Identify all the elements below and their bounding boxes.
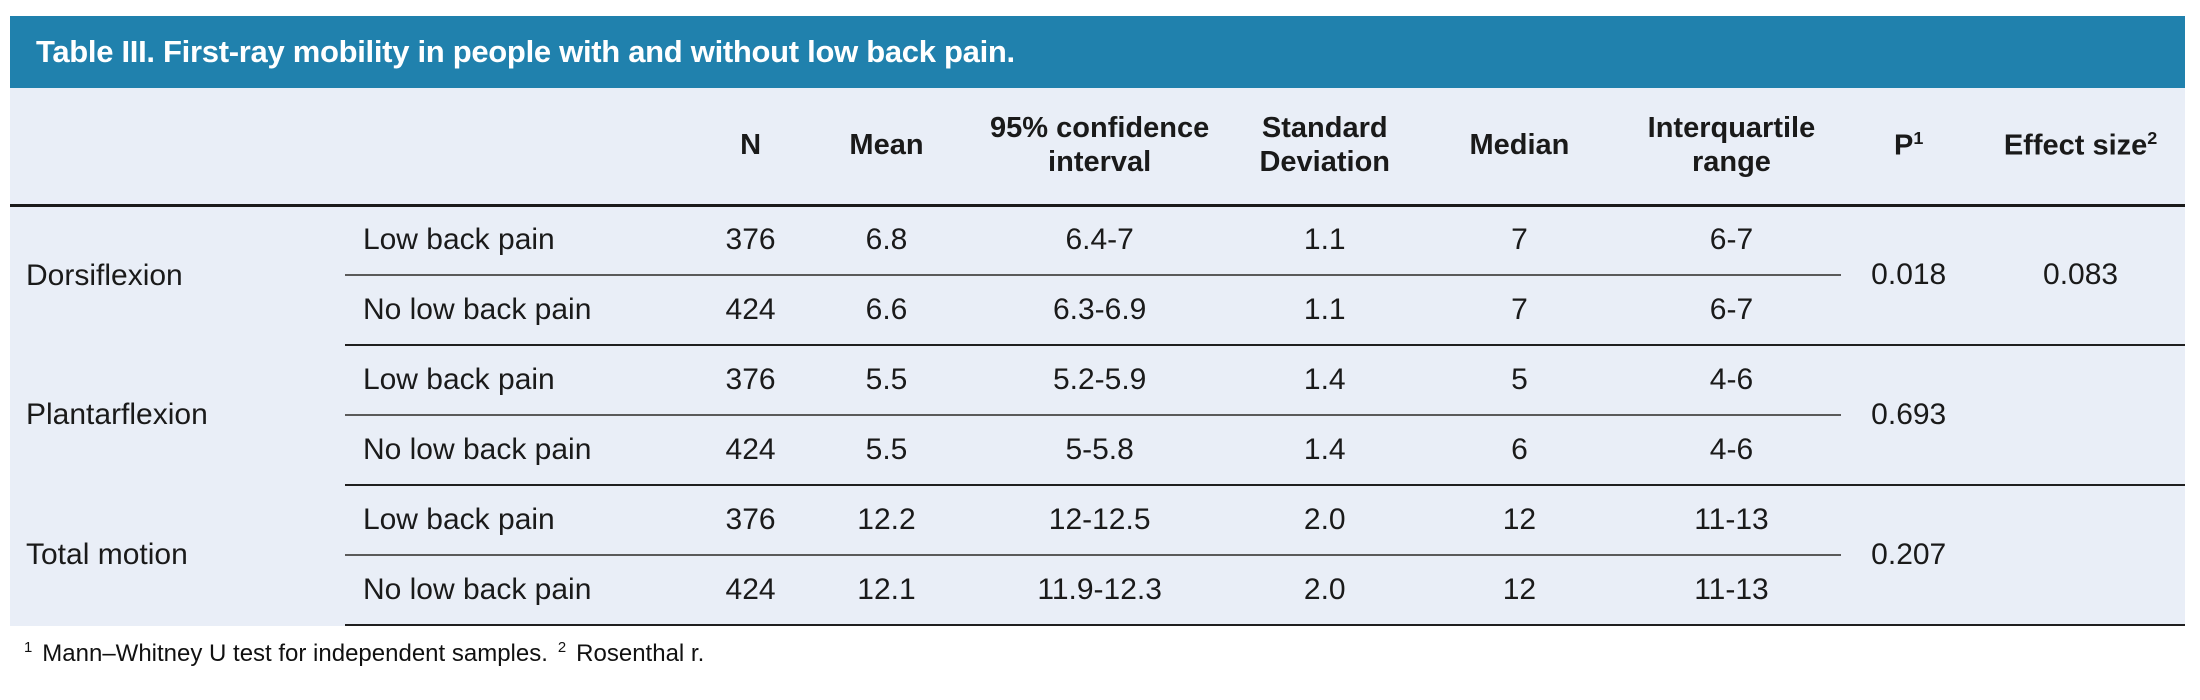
- footnote-superscript-1: 1: [24, 640, 33, 656]
- table-body: Dorsiflexion Low back pain 376 6.8 6.4-7…: [10, 205, 2185, 626]
- sd-cell: 1.4: [1232, 345, 1418, 416]
- footnote-text-1: Mann–Whitney U test for independent samp…: [42, 640, 548, 667]
- iqr-cell: 6-7: [1621, 275, 1842, 346]
- p-value-cell: 0.018: [1841, 205, 1977, 346]
- median-cell: 7: [1417, 275, 1622, 346]
- group-cell: No low back pain: [344, 275, 696, 346]
- n-cell: 376: [695, 345, 807, 416]
- ci-cell: 6.3-6.9: [966, 275, 1233, 346]
- header-p-superscript: 1: [1913, 128, 1924, 149]
- table-title-bar: Table III. First-ray mobility in people …: [10, 16, 2185, 88]
- header-mean: Mean: [806, 88, 967, 207]
- iqr-cell: 11-13: [1621, 485, 1842, 556]
- median-cell: 12: [1417, 485, 1622, 556]
- header-effect-size-label: Effect size: [2003, 129, 2148, 162]
- p-value-cell: 0.693: [1841, 345, 1977, 486]
- mean-cell: 6.8: [806, 205, 967, 276]
- row-label-plantarflexion: Plantarflexion: [26, 398, 208, 431]
- table-title: Table III. First-ray mobility in people …: [36, 34, 1015, 69]
- group-cell: Low back pain: [344, 205, 696, 276]
- footnote-text-2: Rosenthal r.: [576, 640, 705, 667]
- sd-cell: 2.0: [1232, 555, 1418, 626]
- table-row: Total motion Low back pain 376 12.2 12-1…: [10, 485, 2185, 626]
- mean-cell: 5.5: [806, 345, 967, 416]
- header-effect-size: Effect size2: [1976, 88, 2185, 207]
- header-sd: Standard Deviation: [1232, 88, 1418, 207]
- sd-cell: 1.4: [1232, 415, 1418, 486]
- ci-cell: 6.4-7: [966, 205, 1233, 276]
- iqr-cell: 4-6: [1621, 415, 1842, 486]
- n-cell: 424: [695, 275, 807, 346]
- table-row: Plantarflexion Low back pain 376 5.5 5.2…: [10, 345, 2185, 486]
- table-row: No low back pain 424 12.1 11.9-12.3 2.0 …: [10, 555, 2185, 626]
- header-p: P1: [1841, 88, 1977, 207]
- table-row: No low back pain 424 6.6 6.3-6.9 1.1 7 6…: [10, 275, 2185, 346]
- mean-cell: 12.2: [806, 485, 967, 556]
- header-iqr: Interquartile range: [1621, 88, 1842, 207]
- table-header: N Mean 95% confidence interval Standard …: [10, 88, 2185, 207]
- header-empty-group: [344, 88, 696, 207]
- data-table: N Mean 95% confidence interval Standard …: [10, 88, 2185, 626]
- group-cell: No low back pain: [344, 555, 696, 626]
- ci-cell: 12-12.5: [966, 485, 1233, 556]
- header-median: Median: [1417, 88, 1622, 207]
- group-cell: Low back pain: [344, 485, 696, 556]
- mean-cell: 5.5: [806, 415, 967, 486]
- n-cell: 424: [695, 415, 807, 486]
- sd-cell: 1.1: [1232, 205, 1418, 276]
- group-cell: No low back pain: [344, 415, 696, 486]
- median-cell: 12: [1417, 555, 1622, 626]
- iqr-cell: 11-13: [1621, 555, 1842, 626]
- row-label-total-motion: Total motion: [26, 538, 188, 571]
- footnote-superscript-2: 2: [557, 640, 567, 656]
- ci-cell: 11.9-12.3: [966, 555, 1233, 626]
- header-row: N Mean 95% confidence interval Standard …: [10, 88, 2185, 207]
- effect-size-cell: [1976, 485, 2185, 626]
- ci-cell: 5-5.8: [966, 415, 1233, 486]
- median-cell: 6: [1417, 415, 1622, 486]
- table-footnote: 1 Mann–Whitney U test for independent sam…: [10, 626, 2185, 668]
- effect-size-cell: 0.083: [1976, 205, 2185, 346]
- header-n: N: [695, 88, 807, 207]
- group-cell: Low back pain: [344, 345, 696, 416]
- n-cell: 376: [695, 485, 807, 556]
- header-empty-label: [10, 88, 345, 207]
- ci-cell: 5.2-5.9: [966, 345, 1233, 416]
- mean-cell: 12.1: [806, 555, 967, 626]
- n-cell: 424: [695, 555, 807, 626]
- median-cell: 5: [1417, 345, 1622, 416]
- header-ci: 95% confidence interval: [966, 88, 1233, 207]
- sd-cell: 1.1: [1232, 275, 1418, 346]
- table-figure: Table III. First-ray mobility in people …: [10, 16, 2185, 668]
- header-p-label: P: [1894, 129, 1914, 162]
- iqr-cell: 6-7: [1621, 205, 1842, 276]
- effect-size-cell: [1976, 345, 2185, 486]
- p-value-cell: 0.207: [1841, 485, 1977, 626]
- table-row: No low back pain 424 5.5 5-5.8 1.4 6 4-6: [10, 415, 2185, 486]
- median-cell: 7: [1417, 205, 1622, 276]
- mean-cell: 6.6: [806, 275, 967, 346]
- header-effect-size-superscript: 2: [2147, 128, 2158, 149]
- table-row: Dorsiflexion Low back pain 376 6.8 6.4-7…: [10, 205, 2185, 346]
- iqr-cell: 4-6: [1621, 345, 1842, 416]
- row-label-dorsiflexion: Dorsiflexion: [26, 258, 183, 292]
- n-cell: 376: [695, 205, 807, 276]
- sd-cell: 2.0: [1232, 485, 1418, 556]
